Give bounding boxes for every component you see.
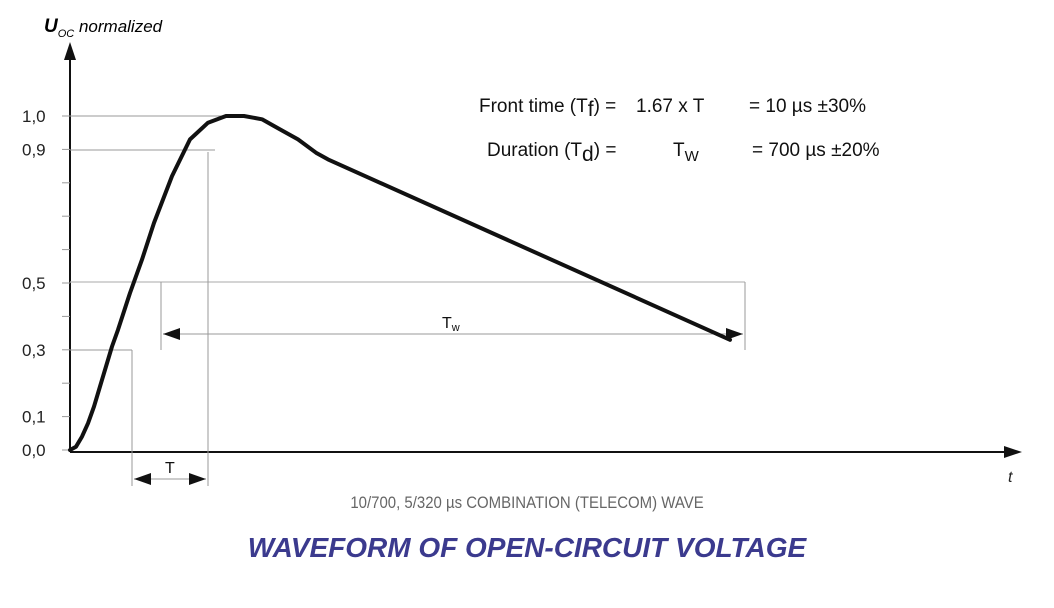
x-axis-arrow xyxy=(1004,446,1022,458)
y-axis-title-sub: OC xyxy=(58,28,75,40)
waveform-chart: UOC normalized t 0,0 0,1 0,3 0,5 0,9 1,0 Tw T… xyxy=(22,16,1022,486)
front-time-label-sub: f xyxy=(588,98,594,121)
duration-label-sub: d xyxy=(582,143,594,166)
y-ticks: 0,0 0,1 0,3 0,5 0,9 1,0 xyxy=(22,107,70,460)
y-tick-label: 0,5 xyxy=(22,274,46,293)
waveform-curve xyxy=(68,114,732,452)
front-time-label-main: Front time (T xyxy=(479,96,588,117)
y-tick-label: 0,9 xyxy=(22,140,46,159)
duration-eq-sub: W xyxy=(685,148,700,165)
duration-label-rest: ) = xyxy=(594,140,617,161)
tw-arrow-right xyxy=(726,328,743,340)
chart-subtitle: 10/700, 5/320 µs COMBINATION (TELECOM) W… xyxy=(350,493,704,512)
tw-label-sub: w xyxy=(451,322,460,334)
y-axis-title: UOC normalized xyxy=(44,16,163,40)
y-tick-label: 1,0 xyxy=(22,107,46,126)
t-arrow-left xyxy=(134,473,151,485)
duration-eq: TW xyxy=(673,140,700,165)
duration-label-main: Duration (T xyxy=(487,140,582,161)
y-axis-title-rest: normalized xyxy=(74,17,162,36)
y-axis-title-main: U xyxy=(44,16,59,37)
chart-title: WAVEFORM OF OPEN-CIRCUIT VOLTAGE xyxy=(247,532,807,563)
front-time-label-rest: ) = xyxy=(594,96,617,117)
y-tick-label: 0,0 xyxy=(22,441,46,460)
x-axis-label: t xyxy=(1008,469,1013,486)
front-time-value: = 10 µs ±30% xyxy=(749,96,866,117)
duration-value: = 700 µs ±20% xyxy=(752,140,880,161)
t-label: T xyxy=(165,460,175,477)
y-tick-label: 0,1 xyxy=(22,408,46,427)
tw-arrow-left xyxy=(163,328,180,340)
tw-label-main: T xyxy=(442,315,452,332)
y-tick-label: 0,3 xyxy=(22,341,46,360)
t-arrow-right xyxy=(189,473,206,485)
tw-label: Tw xyxy=(442,315,460,334)
duration-eq-main: T xyxy=(673,140,685,161)
front-time-eq: 1.67 x T xyxy=(636,96,705,117)
duration-label: Duration (Td) = xyxy=(487,140,616,166)
front-time-label: Front time (Tf) = xyxy=(479,96,616,121)
y-axis-arrow xyxy=(64,42,76,60)
